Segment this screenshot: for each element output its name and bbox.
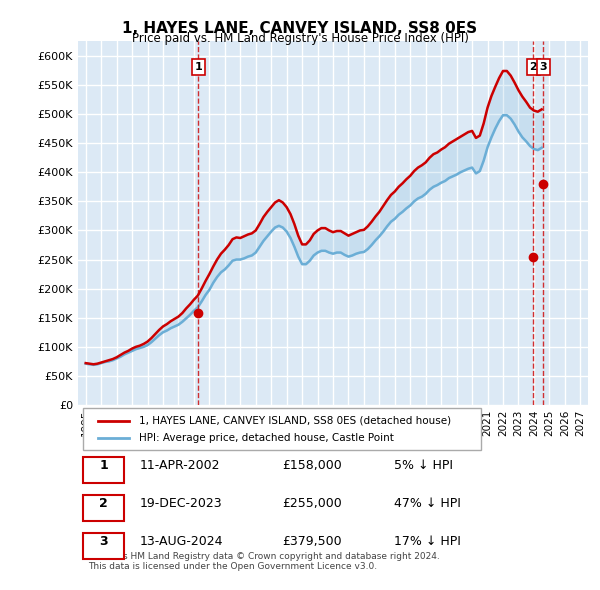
Text: 3: 3 bbox=[539, 62, 547, 72]
Text: 11-APR-2002: 11-APR-2002 bbox=[139, 459, 220, 472]
Text: 19-DEC-2023: 19-DEC-2023 bbox=[139, 497, 222, 510]
Text: 1, HAYES LANE, CANVEY ISLAND, SS8 0ES: 1, HAYES LANE, CANVEY ISLAND, SS8 0ES bbox=[122, 21, 478, 35]
Text: 1: 1 bbox=[99, 459, 108, 472]
Text: HPI: Average price, detached house, Castle Point: HPI: Average price, detached house, Cast… bbox=[139, 433, 394, 443]
Text: 47% ↓ HPI: 47% ↓ HPI bbox=[394, 497, 461, 510]
Text: £255,000: £255,000 bbox=[282, 497, 342, 510]
Text: £379,500: £379,500 bbox=[282, 535, 341, 548]
Text: 13-AUG-2024: 13-AUG-2024 bbox=[139, 535, 223, 548]
Text: 2: 2 bbox=[529, 62, 537, 72]
Text: 3: 3 bbox=[99, 535, 108, 548]
Text: 1, HAYES LANE, CANVEY ISLAND, SS8 0ES (detached house): 1, HAYES LANE, CANVEY ISLAND, SS8 0ES (d… bbox=[139, 415, 451, 425]
Text: 5% ↓ HPI: 5% ↓ HPI bbox=[394, 459, 453, 472]
FancyBboxPatch shape bbox=[83, 408, 481, 450]
Text: 2: 2 bbox=[99, 497, 108, 510]
FancyBboxPatch shape bbox=[83, 457, 124, 483]
FancyBboxPatch shape bbox=[83, 533, 124, 559]
Text: Contains HM Land Registry data © Crown copyright and database right 2024.
This d: Contains HM Land Registry data © Crown c… bbox=[88, 552, 440, 571]
Text: £158,000: £158,000 bbox=[282, 459, 342, 472]
FancyBboxPatch shape bbox=[83, 495, 124, 521]
Text: Price paid vs. HM Land Registry's House Price Index (HPI): Price paid vs. HM Land Registry's House … bbox=[131, 32, 469, 45]
Text: 1: 1 bbox=[194, 62, 202, 72]
Text: 17% ↓ HPI: 17% ↓ HPI bbox=[394, 535, 461, 548]
